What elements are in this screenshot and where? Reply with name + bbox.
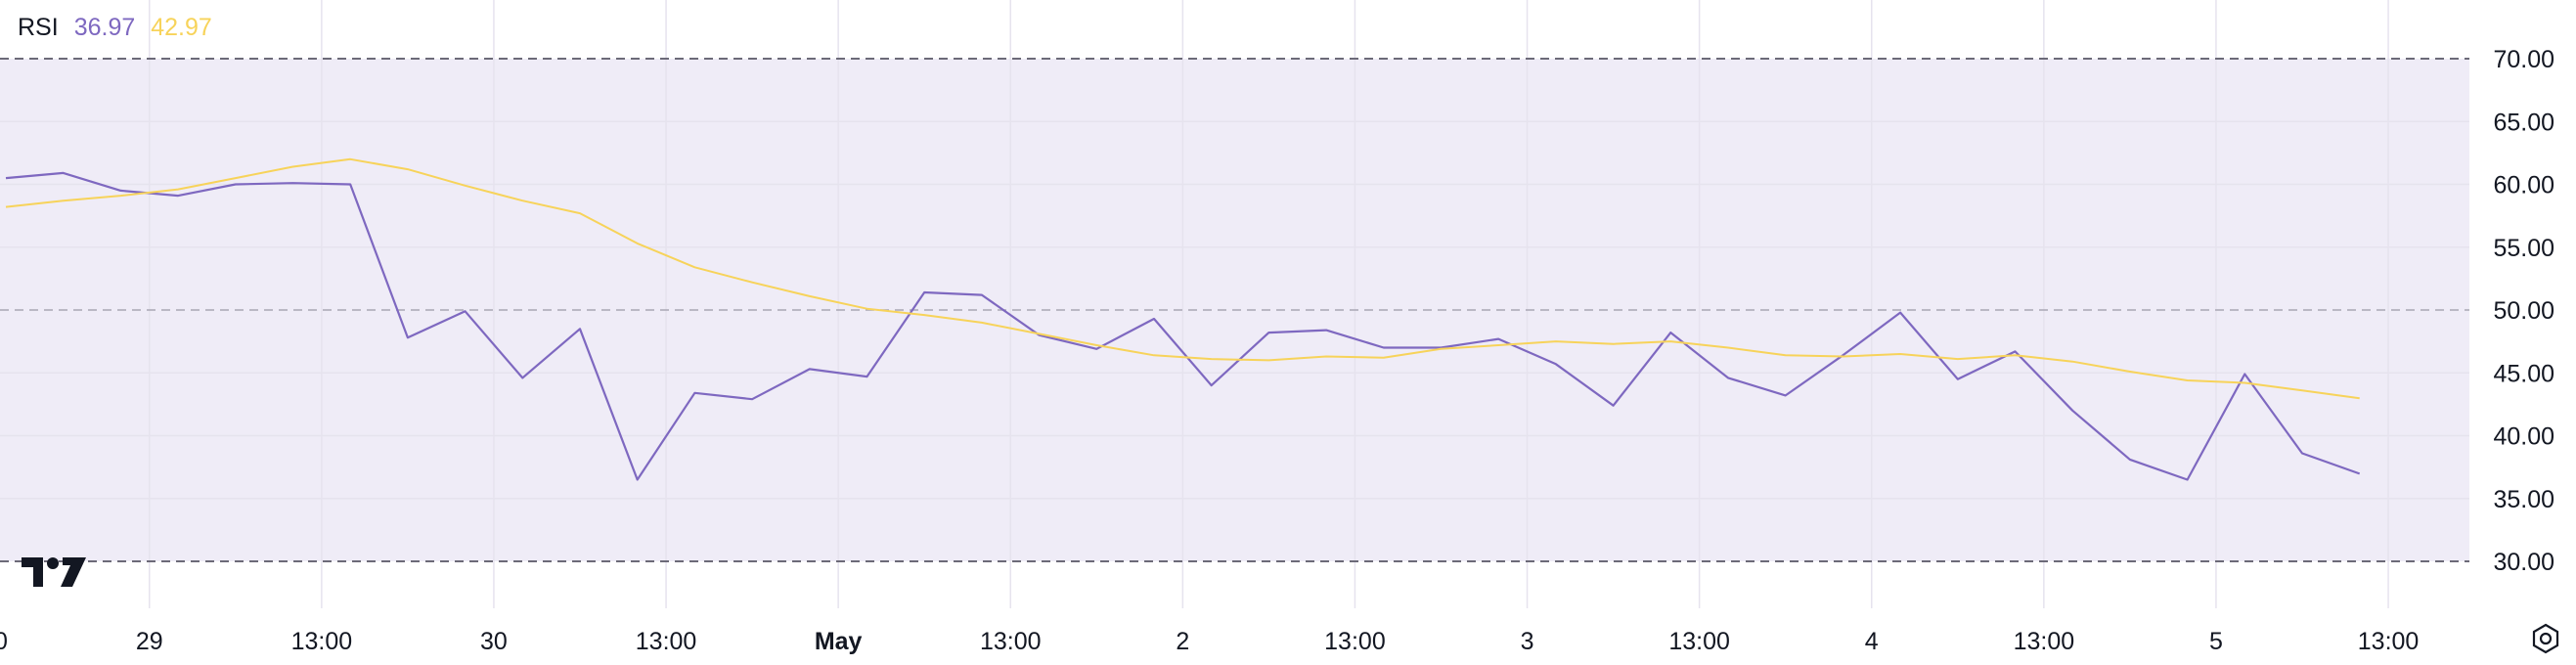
y-tick-label: 60.00 (2493, 172, 2554, 200)
x-tick-label: 13:00 (2014, 628, 2075, 655)
x-tick-label: 30 (480, 628, 508, 655)
rsi-ma-value: 42.97 (151, 14, 212, 41)
grid-lines (149, 0, 2389, 608)
y-tick-label: 40.00 (2493, 423, 2554, 451)
x-tick-label: 4 (1865, 628, 1879, 655)
x-tick-label: 29 (136, 628, 163, 655)
x-tick-label: May (815, 628, 863, 655)
settings-icon[interactable] (2529, 622, 2562, 655)
y-axis: 70.00 65.00 60.00 55.00 50.00 45.00 40.00 35.00… (2493, 46, 2554, 576)
rsi-ma-line (5, 157, 2360, 400)
tradingview-logo (22, 557, 86, 587)
y-tick-label: 30.00 (2493, 549, 2554, 576)
x-tick-label: 13:00 (636, 628, 697, 655)
x-tick-label: 13:00 (291, 628, 353, 655)
x-tick-label: 13:00 (2358, 628, 2420, 655)
x-tick-label: 13:00 (1324, 628, 1386, 655)
indicator-name: RSI (18, 14, 59, 41)
x-tick-label: 5 (2209, 628, 2223, 655)
y-tick-label: 35.00 (2493, 486, 2554, 513)
x-tick-label: 2 (1176, 628, 1189, 655)
x-tick-label: 13:00 (0, 628, 8, 655)
rsi-line (5, 171, 2361, 481)
x-tick-label: 13:00 (1668, 628, 1730, 655)
x-axis: 13:00 29 13:00 30 13:00 May 13:00 2 13:00 3 13:00 4… (0, 628, 2419, 655)
indicator-legend: RSI 36.97 42.97 (18, 14, 212, 42)
y-tick-label: 45.00 (2493, 360, 2554, 387)
series-layer (5, 157, 2361, 481)
band-lines (0, 58, 2469, 562)
y-tick-label: 55.00 (2493, 235, 2554, 262)
y-tick-label: 50.00 (2493, 297, 2554, 325)
x-tick-label: 3 (1521, 628, 1534, 655)
rsi-value: 36.97 (73, 14, 136, 41)
x-tick-label: 13:00 (980, 628, 1042, 655)
y-tick-label: 70.00 (2493, 46, 2554, 73)
y-tick-label: 65.00 (2493, 109, 2554, 136)
